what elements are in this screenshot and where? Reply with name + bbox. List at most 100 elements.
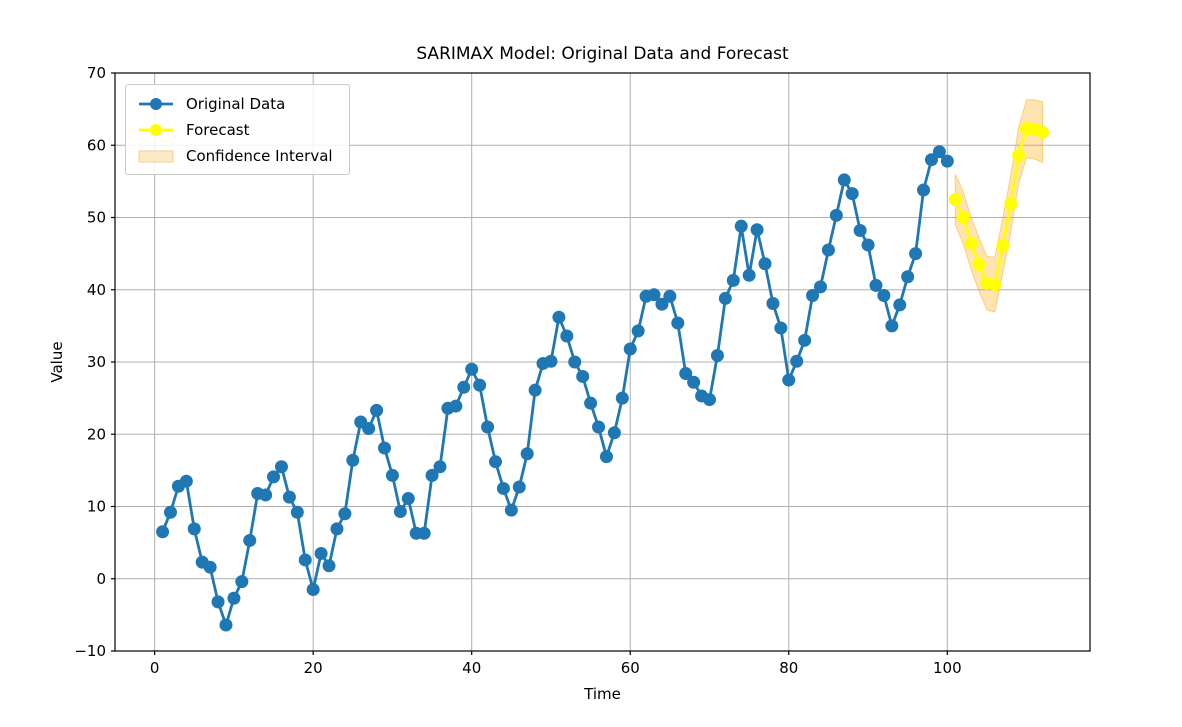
original-data-point [156, 525, 170, 539]
original-data-point [821, 243, 835, 257]
forecast-point [956, 211, 970, 224]
original-data-point [932, 145, 946, 159]
y-tick-label: 20 [87, 425, 106, 443]
original-data-point [917, 183, 931, 197]
original-data-point [425, 468, 439, 482]
original-data-point [227, 591, 241, 605]
original-data-point [710, 348, 724, 362]
forecast-point [948, 192, 962, 206]
legend-patch-icon [138, 150, 174, 162]
original-data-point [568, 355, 582, 369]
y-tick-label: 30 [87, 353, 106, 371]
original-data-point [726, 273, 740, 287]
original-data-point [306, 583, 320, 597]
original-data-point [211, 595, 225, 609]
legend-label: Original Data [186, 94, 286, 113]
original-data-point [924, 153, 938, 167]
original-data-point [576, 369, 590, 383]
y-axis-label: Value [48, 341, 66, 383]
y-tick-label: 0 [96, 570, 106, 588]
original-data-point [187, 522, 201, 536]
original-data-point [298, 553, 312, 567]
legend-item-forecast: Forecast [136, 118, 333, 141]
original-data-point [179, 474, 193, 488]
forecast-point [988, 278, 1002, 292]
legend-item-original-data: Original Data [136, 92, 333, 115]
original-data-point [909, 247, 923, 261]
original-data-point [560, 329, 574, 343]
original-data-point [703, 393, 717, 407]
original-data-point [655, 297, 669, 311]
legend-item-confidence-interval: Confidence Interval [136, 144, 333, 167]
original-data-point [599, 450, 613, 464]
original-data-point [378, 441, 392, 455]
forecast-point [1012, 148, 1026, 162]
original-data-point [663, 289, 677, 303]
original-data-point [623, 342, 637, 356]
original-data-point [750, 223, 764, 237]
original-data-point [861, 238, 875, 252]
original-data-point [829, 208, 843, 222]
original-data-point [877, 289, 891, 303]
original-data-point [687, 375, 701, 389]
original-data-point [869, 278, 883, 292]
original-data-point [219, 618, 233, 632]
y-tick-label: −10 [74, 642, 106, 660]
original-data-point [853, 224, 867, 238]
legend: Original Data Forecast Confidence Interv… [125, 84, 350, 175]
forecast-point [996, 239, 1010, 253]
original-data-point [314, 546, 328, 560]
y-tick-label: 50 [87, 209, 106, 227]
legend-label: Confidence Interval [186, 146, 333, 165]
original-data-point [758, 257, 772, 271]
original-data-point [417, 526, 431, 540]
original-data-point [267, 470, 281, 484]
original-data-point [552, 310, 566, 324]
original-data-point [401, 492, 415, 506]
original-data-point [243, 533, 257, 547]
y-tick-label: 40 [87, 281, 106, 299]
original-data-point [362, 421, 376, 435]
original-data-point [465, 362, 479, 376]
forecast-point [1004, 197, 1018, 211]
original-data-point [813, 280, 827, 294]
original-data-point [163, 505, 177, 519]
original-data-point [322, 559, 336, 573]
original-data-point [845, 187, 859, 201]
original-data-point [338, 507, 352, 521]
legend-line-marker-icon [139, 123, 173, 136]
original-data-point [631, 324, 645, 338]
x-tick-label: 40 [462, 659, 481, 677]
x-tick-label: 0 [150, 659, 160, 677]
original-data-point [274, 460, 288, 474]
legend-label: Forecast [186, 120, 250, 139]
original-data-point [282, 490, 296, 504]
x-tick-label: 60 [621, 659, 640, 677]
original-data-point [742, 268, 756, 282]
original-data-point [592, 420, 606, 434]
original-data-point [647, 288, 661, 302]
original-data-point [798, 333, 812, 347]
y-tick-label: 10 [87, 498, 106, 516]
original-data-point [584, 396, 598, 410]
original-data-point [259, 488, 273, 502]
forecast-point [964, 237, 978, 251]
original-data-point [679, 367, 693, 381]
original-data-point [481, 420, 495, 434]
original-data-point [774, 321, 788, 335]
original-data-point [718, 291, 732, 305]
original-data-point [766, 296, 780, 310]
original-data-point [544, 354, 558, 368]
original-data-point [504, 503, 518, 517]
original-data-point [790, 354, 804, 368]
original-data-point [203, 560, 217, 574]
original-data-point [473, 378, 487, 392]
chart-title: SARIMAX Model: Original Data and Forecas… [416, 44, 789, 64]
original-data-point [330, 522, 344, 536]
x-tick-label: 20 [304, 659, 323, 677]
y-tick-label: 70 [87, 64, 106, 82]
x-tick-label: 100 [933, 659, 962, 677]
original-data-point [393, 505, 407, 519]
